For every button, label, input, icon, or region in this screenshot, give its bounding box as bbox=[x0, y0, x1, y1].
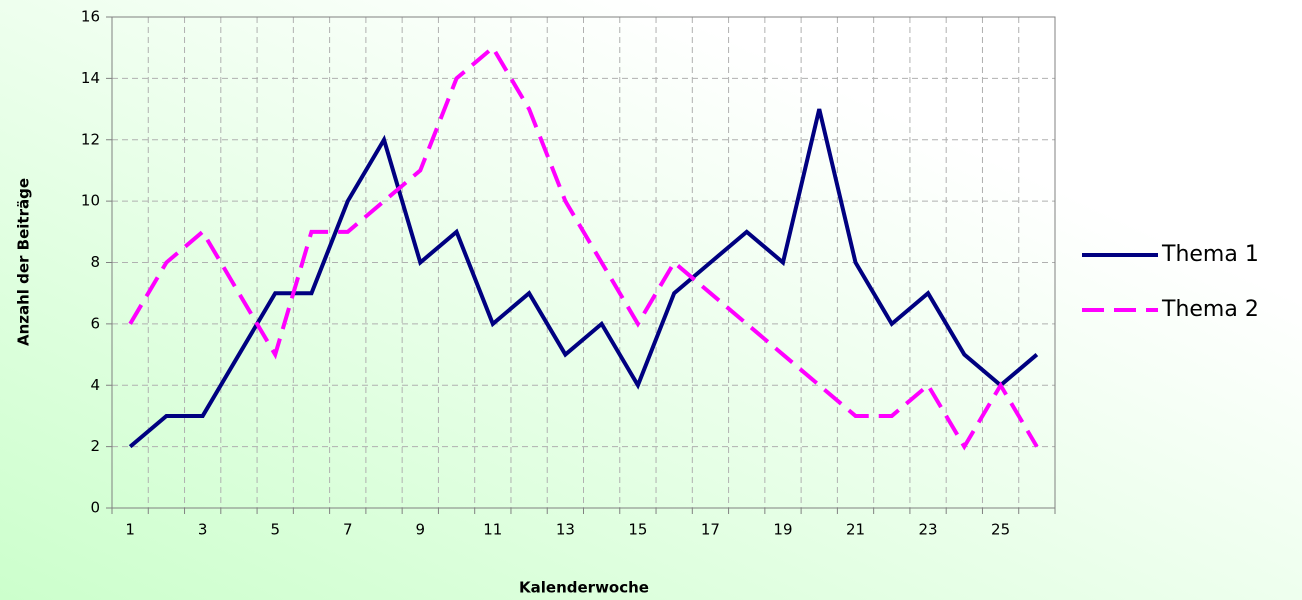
x-axis-title: Kalenderwoche bbox=[519, 579, 649, 597]
x-tick-label: 3 bbox=[198, 521, 208, 539]
series-line bbox=[128, 44, 1039, 451]
y-tick-label: 12 bbox=[81, 130, 100, 148]
series-line bbox=[128, 108, 1039, 449]
y-tick-label: 10 bbox=[81, 192, 100, 210]
x-tick-label: 13 bbox=[556, 521, 575, 539]
x-tick-label: 15 bbox=[628, 521, 647, 539]
x-tick-label: 5 bbox=[270, 521, 280, 539]
y-tick-label: 4 bbox=[90, 376, 100, 394]
x-tick-label: 25 bbox=[991, 521, 1010, 539]
y-tick-label: 14 bbox=[81, 69, 100, 87]
legend-label: Thema 1 bbox=[1161, 242, 1259, 267]
x-tick-label: 1 bbox=[125, 521, 135, 539]
y-tick-label: 6 bbox=[90, 314, 100, 332]
x-tick-label: 23 bbox=[919, 521, 938, 539]
y-tick-label: 8 bbox=[90, 253, 100, 271]
y-tick-label: 16 bbox=[81, 8, 100, 26]
x-tick-label: 9 bbox=[416, 521, 426, 539]
x-tick-label: 19 bbox=[773, 521, 792, 539]
y-axis-title: Anzahl der Beiträge bbox=[15, 178, 33, 346]
x-tick-label: 17 bbox=[701, 521, 720, 539]
y-tick-label: 2 bbox=[90, 437, 100, 455]
y-tick-label: 0 bbox=[90, 499, 100, 517]
legend-label: Thema 2 bbox=[1161, 297, 1259, 322]
x-tick-label: 21 bbox=[846, 521, 865, 539]
x-tick-label: 11 bbox=[483, 521, 502, 539]
x-tick-label: 7 bbox=[343, 521, 353, 539]
